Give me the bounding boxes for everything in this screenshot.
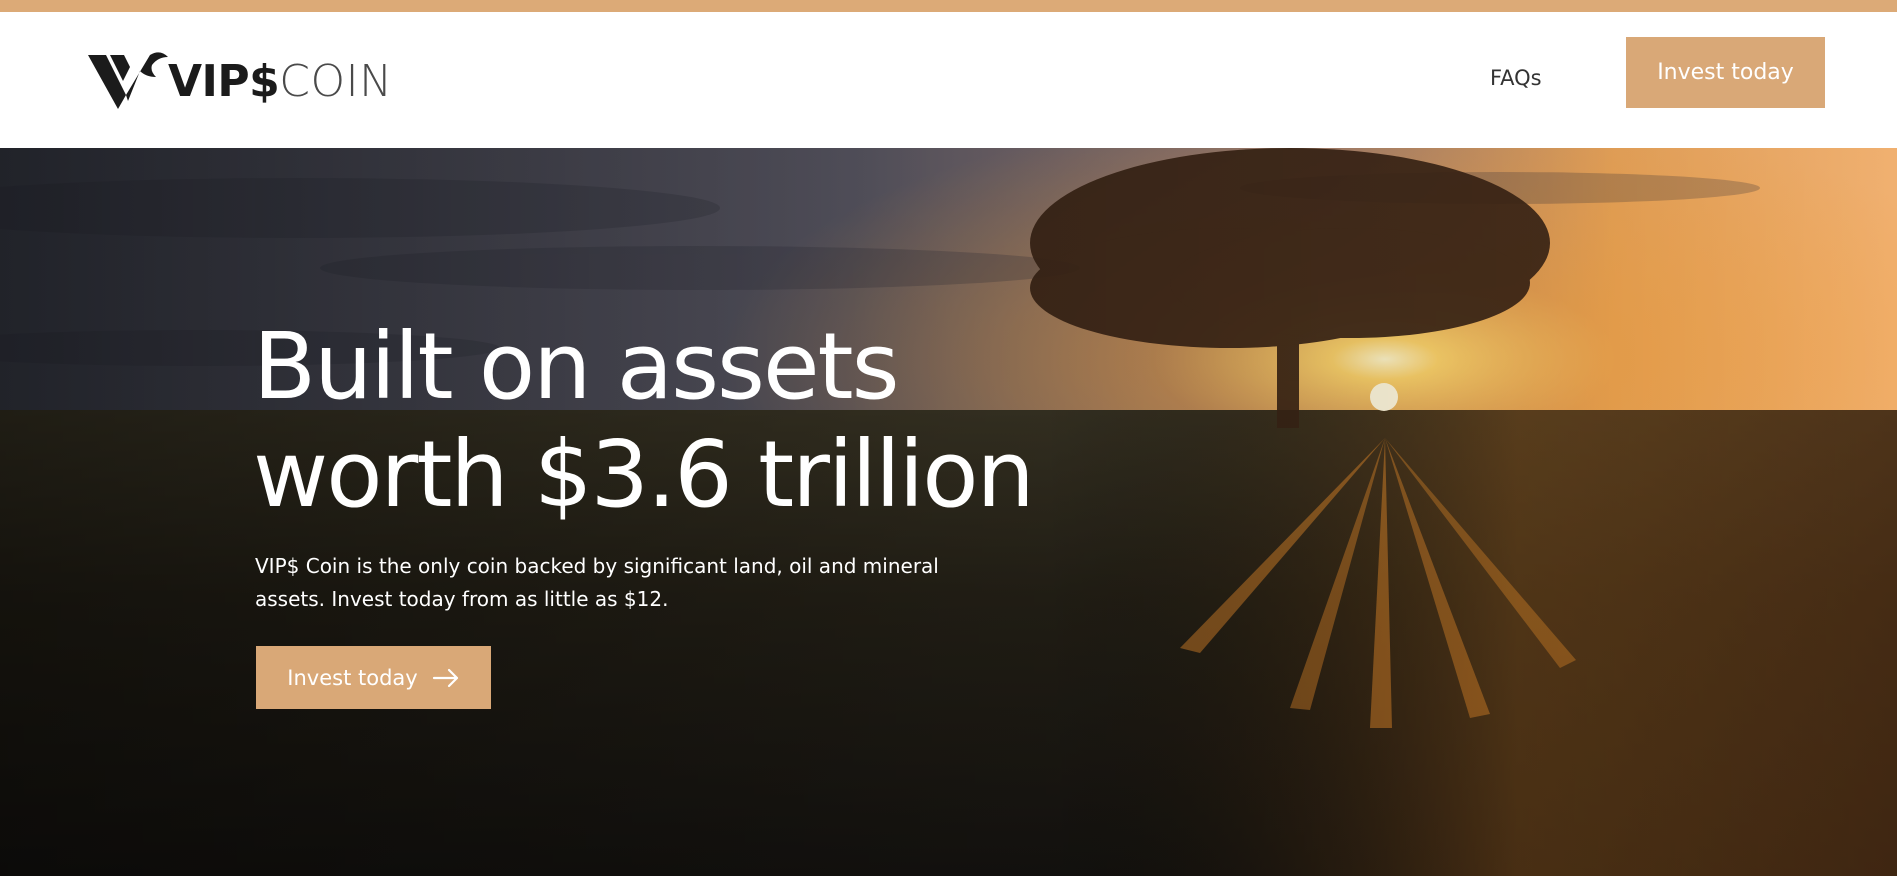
hero-heading: Built on assets worth $3.6 trillion	[253, 313, 1153, 529]
nav-faqs-link[interactable]: FAQs	[1490, 66, 1542, 90]
brand-logo[interactable]: VIP$ COIN	[88, 46, 393, 118]
hero-section: Built on assets worth $3.6 trillion VIP$…	[0, 148, 1897, 876]
hero-invest-button-label: Invest today	[287, 665, 418, 690]
hero-heading-line-2: worth $3.6 trillion	[253, 421, 1035, 528]
vips-logo-icon	[88, 52, 168, 109]
header-invest-button[interactable]: Invest today	[1626, 37, 1825, 108]
hero-heading-line-1: Built on assets	[253, 313, 900, 420]
arrow-right-icon	[432, 668, 458, 687]
top-accent-strip	[0, 0, 1897, 12]
hero-background-image	[0, 148, 1897, 876]
hero-invest-button[interactable]: Invest today	[256, 646, 491, 709]
hero-description: VIP$ Coin is the only coin backed by sig…	[255, 554, 939, 611]
site-header: VIP$ COIN FAQs Invest today	[0, 12, 1897, 148]
brand-name-bold: VIP$	[168, 56, 280, 107]
brand-name-light: COIN	[279, 56, 393, 107]
